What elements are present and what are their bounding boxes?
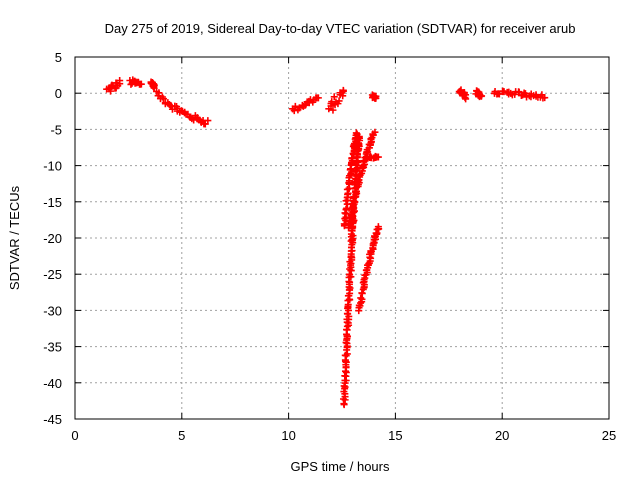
chart-title: Day 275 of 2019, Sidereal Day-to-day VTE… — [105, 21, 576, 36]
data-point — [541, 94, 549, 102]
data-point — [371, 128, 379, 136]
data-point — [348, 154, 356, 162]
x-tick-label: 5 — [178, 428, 185, 443]
data-point — [341, 209, 349, 217]
x-tick-label: 0 — [71, 428, 78, 443]
y-tick-label: -40 — [43, 376, 62, 391]
y-tick-label: -10 — [43, 159, 62, 174]
x-axis-label: GPS time / hours — [291, 459, 390, 474]
y-tick-label: -5 — [50, 122, 62, 137]
y-tick-label: -20 — [43, 231, 62, 246]
data-point — [358, 289, 366, 297]
data-point — [159, 95, 167, 103]
x-tick-label: 10 — [281, 428, 295, 443]
data-point — [374, 153, 382, 161]
data-point — [116, 80, 124, 88]
x-tick-label: 25 — [602, 428, 616, 443]
data-point — [339, 86, 347, 94]
axis-ticks: 0 5 10 15 20 25 5 0 -5 -10 -15 -20 -25 -30 -35 -40 -45 — [43, 50, 616, 443]
x-tick-label: 15 — [388, 428, 402, 443]
x-tick-label: 20 — [495, 428, 509, 443]
data-point — [330, 93, 338, 101]
y-tick-label: -25 — [43, 267, 62, 282]
data-point — [155, 89, 163, 97]
data-point — [136, 80, 144, 88]
data-point — [335, 97, 343, 105]
data-point — [372, 94, 380, 102]
data-point — [291, 102, 299, 110]
data-point — [357, 294, 365, 302]
y-axis-label: SDTVAR / TECUs — [7, 185, 22, 290]
y-tick-label: -15 — [43, 195, 62, 210]
data-points — [103, 76, 549, 409]
y-tick-label: 0 — [55, 86, 62, 101]
data-point — [343, 326, 351, 334]
y-tick-label: 5 — [55, 50, 62, 65]
data-point — [462, 95, 470, 103]
y-tick-label: -45 — [43, 412, 62, 427]
data-point — [204, 117, 212, 125]
grid — [75, 57, 609, 419]
data-point — [314, 94, 322, 102]
data-point — [478, 92, 486, 100]
y-tick-label: -30 — [43, 303, 62, 318]
data-point — [374, 223, 382, 231]
y-tick-label: -35 — [43, 340, 62, 355]
data-point — [352, 129, 360, 137]
data-point — [150, 82, 158, 90]
data-point — [329, 106, 337, 114]
